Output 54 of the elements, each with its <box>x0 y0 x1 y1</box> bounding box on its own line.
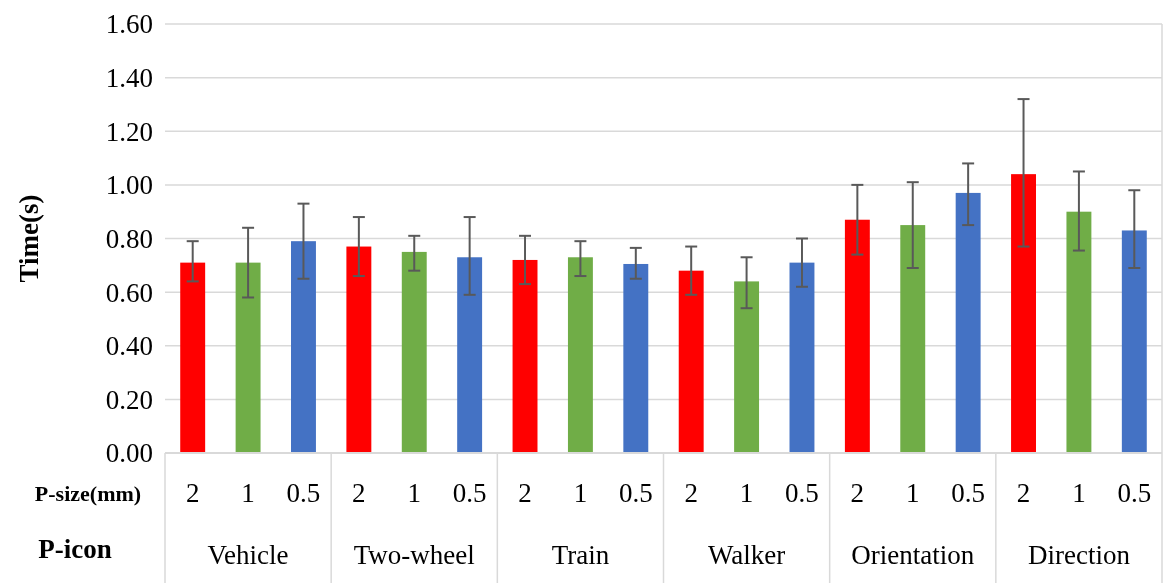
x-tick-label: 1 <box>241 478 255 509</box>
bar <box>346 246 372 453</box>
text: Walker <box>707 540 786 571</box>
y-tick-label: 1.00 <box>105 170 153 201</box>
x-tick-label: 2 <box>850 478 865 509</box>
x-tick-label: 1 <box>906 478 920 509</box>
bar <box>457 257 483 453</box>
bar <box>235 262 261 453</box>
bar <box>567 257 593 453</box>
bar <box>789 262 815 453</box>
text: Direction <box>1027 540 1131 571</box>
x-tick-label: 2 <box>185 478 200 509</box>
y-tick-label: 1.20 <box>105 116 153 147</box>
bar <box>1066 211 1092 453</box>
x-axis-title: P-size(mm) <box>34 480 142 506</box>
bar <box>844 219 870 453</box>
x-tick-label: 2 <box>518 478 532 509</box>
y-tick-label: 0.60 <box>105 277 153 308</box>
x-tick-label: 1 <box>573 478 588 509</box>
bar <box>678 270 704 453</box>
bar <box>512 259 538 453</box>
y-tick-label: 0.00 <box>105 438 153 469</box>
bar <box>1121 230 1147 453</box>
x-tick-label: 0.5 <box>286 478 321 509</box>
text: Orientation <box>851 540 975 571</box>
bar <box>401 251 427 453</box>
x-tick-label: 0.5 <box>1117 478 1152 509</box>
y-tick-label: 1.60 <box>105 9 153 40</box>
bar <box>1011 174 1036 453</box>
bar <box>180 262 206 453</box>
x-tick-label: 0.5 <box>951 478 986 509</box>
x-tick-label: 0.5 <box>785 478 819 509</box>
bar <box>623 263 649 453</box>
y-tick-label: 0.40 <box>105 331 153 362</box>
x-tick-label: 2 <box>1016 478 1031 509</box>
text: Vehicle <box>207 540 289 571</box>
x-tick-label: 1 <box>739 478 754 509</box>
x-tick-label: 1 <box>407 478 421 509</box>
x-tick-label: 2 <box>684 478 698 509</box>
text: Two-wheel <box>353 540 475 571</box>
bar <box>955 192 981 453</box>
text: Train <box>551 540 610 571</box>
x-tick-label: 0.5 <box>452 478 487 509</box>
y-axis-title: Time(s) <box>14 194 44 283</box>
bar <box>291 241 316 453</box>
x-tick-label: 1 <box>1072 478 1086 509</box>
y-tick-label: 0.20 <box>105 384 153 415</box>
x-tick-label: 0.5 <box>618 478 653 509</box>
text: P-icon <box>38 534 112 565</box>
x-tick-label: 2 <box>352 478 366 509</box>
bar <box>734 281 760 453</box>
y-tick-label: 0.80 <box>105 223 153 254</box>
bar <box>900 225 926 453</box>
y-tick-label: 1.40 <box>105 63 153 94</box>
